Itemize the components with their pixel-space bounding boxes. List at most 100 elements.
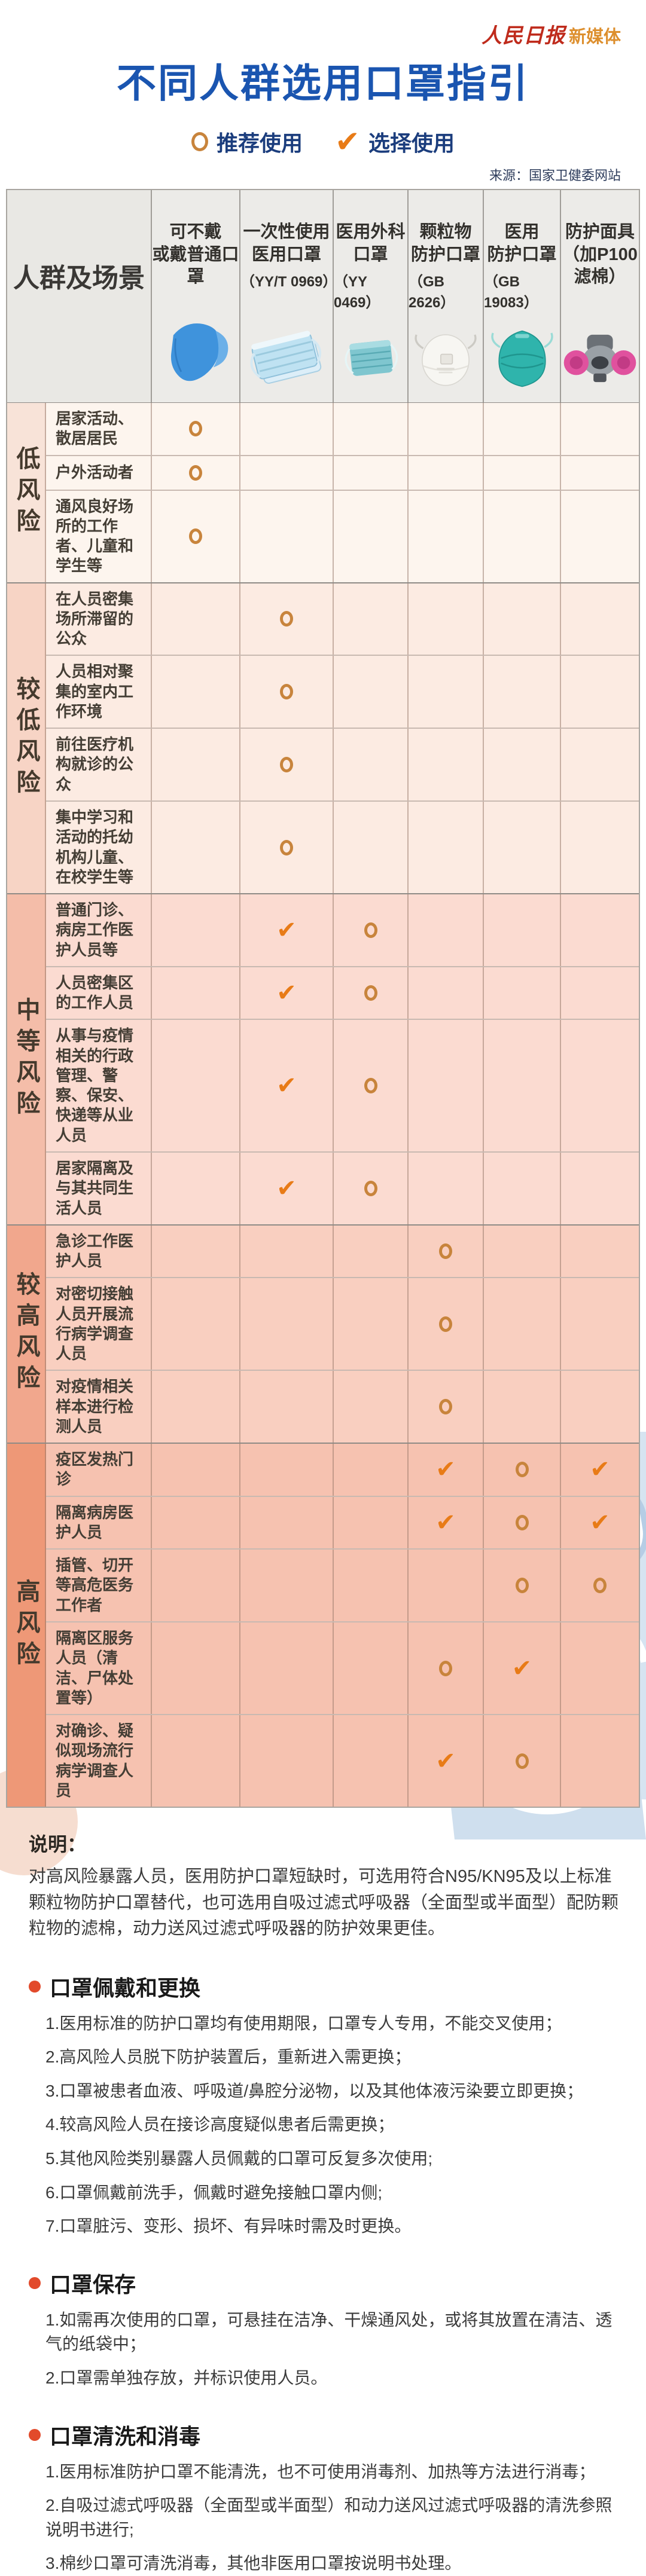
scenario-label: 人员密集区的工作人员	[46, 967, 152, 1019]
note-section-title: 口罩保存	[50, 2272, 136, 2297]
mark	[439, 1316, 452, 1332]
source-note: 来源：国家卫健委网站	[489, 168, 621, 183]
corner-header-label: 人群及场景	[13, 263, 145, 293]
bullet-dot-icon	[29, 2276, 41, 2289]
table-row: 人员相对聚集的室内工作环境	[46, 656, 639, 729]
table-row: 居家活动、散居居民	[46, 403, 639, 456]
risk-label: 低风险	[13, 445, 39, 539]
circle-mark-icon	[191, 132, 209, 151]
mark	[280, 684, 293, 700]
mark	[280, 611, 293, 627]
note-item: 3.棉纱口罩可清洗消毒，其他非医用口罩按说明书处理。	[45, 2554, 462, 2573]
scenario-label: 插管、切开等高危医务工作者	[46, 1550, 152, 1622]
disposable-medical-mask-icon	[246, 311, 327, 400]
mark: ✔	[276, 980, 297, 1007]
note-item: 1.医用标准防护口罩不能清洗，也不可使用消毒剂、加热等方法进行消毒；	[45, 2462, 596, 2481]
note-item: 3.口罩被患者血液、呼吸道/鼻腔分泌物，以及其他体液污染要立即更换；	[45, 2081, 584, 2100]
column-header-face-shield: 防护面具 （加P100滤棉）	[561, 190, 639, 403]
notes-area: 说明： 对高风险暴露人员，医用防护口罩短缺时，可选用符合N95/KN95及以上标…	[0, 1808, 646, 2576]
note-item: 4.较高风险人员在接诊高度疑似患者后需更换；	[45, 2115, 395, 2134]
risk-label: 较高风险	[13, 1272, 39, 1397]
mark	[515, 1514, 529, 1530]
table-row: 居家隔离及与其共同生活人员 ✔	[46, 1152, 639, 1224]
note-section-cleaning: 口罩清洗和消毒	[29, 2419, 622, 2450]
table-row: 对确诊、疑似现场流行病学调查人员 ✔	[46, 1715, 639, 1807]
logo-new-media: 新媒体	[568, 27, 621, 47]
mark	[364, 1078, 377, 1094]
risk-section-lower: 较低风险 在人员密集场所滞留的公众 人员相对聚集的室内工作环境 前往医疗机构就诊…	[7, 582, 639, 894]
mark	[364, 1180, 377, 1196]
table-row: 集中学习和活动的托幼机构儿童、在校学生等	[46, 801, 639, 894]
surgical-mask-icon	[337, 311, 404, 400]
column-title: 防护口罩	[487, 245, 557, 264]
table-row: 对密切接触人员开展流行病学调查人员	[46, 1278, 639, 1371]
scenario-label: 急诊工作医护人员	[46, 1225, 152, 1278]
column-title: 医用	[504, 222, 540, 242]
column-title: 防护面具	[565, 222, 635, 242]
risk-band: 中等风险	[7, 894, 46, 1224]
mark	[189, 528, 202, 545]
note-section-title: 口罩清洗和消毒	[50, 2424, 201, 2449]
risk-band: 低风险	[7, 403, 46, 582]
mask-guide-table: 人群及场景 可不戴 或戴普通口罩 一次性使用 医用口罩 （YY/T 0969）	[6, 189, 640, 1808]
column-title: 可不戴	[169, 222, 222, 242]
mark	[439, 1399, 452, 1415]
bullet-dot-icon	[29, 2428, 41, 2441]
column-title: 防护口罩	[410, 245, 480, 264]
mark: ✔	[435, 1747, 456, 1774]
risk-band: 较低风险	[7, 583, 46, 894]
mark: ✔	[435, 1509, 456, 1536]
column-header-no-mask: 可不戴 或戴普通口罩	[152, 190, 240, 403]
risk-section-low: 低风险 居家活动、散居居民 户外活动者 通风良好场所的工作者、儿童和学生等	[7, 402, 639, 582]
corner-header-cell: 人群及场景	[7, 190, 152, 403]
scenario-label: 疫区发热门诊	[46, 1444, 152, 1496]
table-row: 急诊工作医护人员	[46, 1225, 639, 1279]
scenario-label: 对密切接触人员开展流行病学调查人员	[46, 1278, 152, 1370]
note-item: 7.口罩脏污、变形、损坏、有异味时需及时更换。	[45, 2217, 412, 2236]
mark: ✔	[511, 1655, 532, 1682]
cloth-mask-icon	[157, 311, 234, 400]
mark	[364, 985, 377, 1001]
note-item: 1.如需再次使用的口罩，可悬挂在洁净、干燥通风处，或将其放置在清洁、透气的纸袋中…	[45, 2310, 613, 2354]
table-row: 插管、切开等高危医务工作者	[46, 1550, 639, 1623]
scenario-label: 前往医疗机构就诊的公众	[46, 729, 152, 800]
table-row: 在人员密集场所滞留的公众	[46, 583, 639, 656]
legend-label: 选择使用	[368, 131, 455, 155]
table-row: 人员密集区的工作人员 ✔	[46, 967, 639, 1020]
note-item: 2.高风险人员脱下防护装置后，重新进入需更换；	[45, 2048, 412, 2067]
risk-band: 高风险	[7, 1444, 46, 1807]
scenario-label: 普通门诊、病房工作医护人员等	[46, 894, 152, 966]
column-standard: （GB 19083）	[484, 274, 538, 311]
column-title: 医用外科	[336, 222, 406, 242]
table-header-row: 人群及场景 可不戴 或戴普通口罩 一次性使用 医用口罩 （YY/T 0969）	[7, 190, 639, 403]
note-item: 1.医用标准的防护口罩均有使用期限，口罩专人专用，不能交叉使用；	[45, 2013, 562, 2033]
column-standard: （GB 2626）	[409, 274, 455, 311]
note-item: 5.其他风险类别暴露人员佩戴的口罩可反复多次使用;	[45, 2149, 433, 2168]
mark: ✔	[276, 916, 297, 943]
table-row: 对疫情相关样本进行检测人员	[46, 1371, 639, 1443]
note-section-wear-replace: 口罩佩戴和更换	[29, 1971, 622, 2002]
column-title: 或戴普通口罩	[152, 245, 239, 287]
risk-band: 较高风险	[7, 1225, 46, 1443]
column-title: 一次性使用	[243, 222, 330, 242]
note-section-title: 口罩佩戴和更换	[50, 1975, 201, 2000]
mark	[280, 839, 293, 855]
column-title: 口罩	[353, 245, 388, 264]
risk-label: 中等风险	[13, 997, 39, 1122]
column-title: 医用口罩	[251, 245, 321, 264]
scenario-label: 通风良好场所的工作者、儿童和学生等	[46, 490, 152, 582]
legend-item-optional: ✔ 选择使用	[335, 126, 455, 157]
risk-section-higher: 较高风险 急诊工作医护人员 对密切接触人员开展流行病学调查人员 对疫情相关样本进…	[7, 1224, 639, 1443]
scenario-label: 居家隔离及与其共同生活人员	[46, 1152, 152, 1224]
table-row: 从事与疫情相关的行政管理、警察、保安、快递等从业人员 ✔	[46, 1020, 639, 1153]
mark: ✔	[590, 1509, 610, 1536]
column-header-disposable-mask: 一次性使用 医用口罩 （YY/T 0969）	[240, 190, 337, 403]
mark	[515, 1753, 529, 1769]
legend: 推荐使用 ✔ 选择使用	[0, 127, 646, 157]
mark	[593, 1578, 607, 1594]
explanation-title: 说明：	[29, 1834, 87, 1856]
legend-item-recommended: 推荐使用	[191, 126, 303, 157]
note-section-storage: 口罩保存	[29, 2268, 622, 2299]
medical-protective-respirator-icon	[487, 311, 557, 400]
mark	[280, 757, 293, 773]
